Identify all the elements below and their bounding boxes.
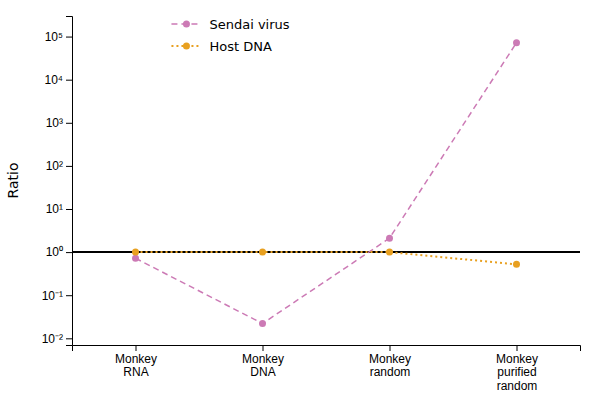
series-line [136, 252, 517, 264]
x-tick-label-line: random [370, 365, 411, 379]
series-point [513, 39, 520, 46]
y-tick: 10³ [46, 116, 72, 130]
series-point [259, 320, 266, 327]
x-axis-line [73, 346, 581, 352]
y-tick-label: 10⁵ [45, 30, 63, 44]
x-tick-label: Monkeypurifiedrandom [496, 352, 538, 394]
legend: Sendai virus Host DNA [171, 17, 289, 54]
y-tick-mark [66, 338, 72, 339]
y-tick-label: 10² [46, 159, 63, 173]
x-tick: Monkeypurifiedrandom [496, 345, 538, 393]
x-tick-mark [390, 345, 391, 351]
legend-item: Host DNA [171, 39, 271, 54]
y-tick: 10¹ [46, 202, 72, 216]
series-point [386, 249, 393, 256]
y-tick: 10⁵ [45, 30, 72, 44]
series-point [513, 261, 520, 268]
x-tick-label-line: RNA [123, 365, 148, 379]
legend-swatch-marker [183, 43, 190, 50]
series-point [259, 249, 266, 256]
y-tick-mark [66, 252, 72, 253]
x-tick-label-line: Monkey [496, 352, 538, 366]
y-tick-mark [66, 209, 72, 210]
y-tick-label: 10¹ [46, 202, 63, 216]
y-tick-label: 10⁻¹ [42, 289, 63, 303]
series-point [386, 235, 393, 242]
x-tick-mark [136, 345, 137, 351]
x-tick-label: Monkeyrandom [369, 352, 411, 380]
x-tick-mark [263, 345, 264, 351]
series-line [136, 43, 517, 324]
y-tick: 10² [46, 159, 72, 173]
y-tick-label: 10⁻² [42, 332, 63, 346]
x-tick-mark [517, 345, 518, 351]
y-axis-title: Ratio [5, 163, 21, 199]
x-tick-label-line: random [497, 379, 538, 393]
legend-label: Sendai virus [209, 17, 289, 32]
x-tick-label: MonkeyDNA [242, 352, 284, 380]
y-tick-label: 10⁰ [46, 245, 63, 259]
y-tick-mark [66, 166, 72, 167]
y-tick: 10⁻¹ [42, 289, 72, 303]
y-tick-mark [66, 295, 72, 296]
marks [72, 39, 580, 327]
x-tick: Monkeyrandom [369, 345, 411, 379]
y-tick-mark [66, 123, 72, 124]
y-tick: 10⁻² [42, 332, 72, 346]
y-tick: 10⁰ [46, 245, 72, 259]
x-tick-label: MonkeyRNA [115, 352, 157, 380]
legend-swatch-marker [183, 21, 190, 28]
x-tick-label-line: Monkey [369, 352, 411, 366]
x-axis: MonkeyRNAMonkeyDNAMonkeyrandomMonkeypuri… [73, 345, 581, 393]
y-tick-label: 10³ [46, 116, 63, 130]
y-axis: 10⁻² 10⁻¹ 10⁰ 10¹ 10² 10³ 10⁴ 10⁵ [42, 17, 73, 346]
plot: 10⁻²10⁻¹10⁰10¹10²10³10⁴10⁵MonkeyRNAMonke… [42, 17, 581, 394]
x-tick: MonkeyDNA [242, 345, 284, 379]
chart: 10⁻²10⁻¹10⁰10¹10²10³10⁴10⁵MonkeyRNAMonke… [0, 0, 600, 411]
x-tick: MonkeyRNA [115, 345, 157, 379]
y-tick-mark [66, 37, 72, 38]
x-tick-label-line: purified [497, 365, 536, 379]
x-tick-label-line: Monkey [115, 352, 157, 366]
y-tick: 10⁴ [44, 73, 72, 87]
y-axis-line [66, 17, 73, 346]
legend-item: Sendai virus [171, 17, 289, 32]
legend-label: Host DNA [209, 39, 271, 54]
x-tick-label-line: Monkey [242, 352, 284, 366]
y-tick-label: 10⁴ [44, 73, 63, 87]
y-tick-mark [66, 80, 72, 81]
x-tick-label-line: DNA [250, 365, 275, 379]
series-point [132, 255, 139, 262]
series-point [132, 249, 139, 256]
